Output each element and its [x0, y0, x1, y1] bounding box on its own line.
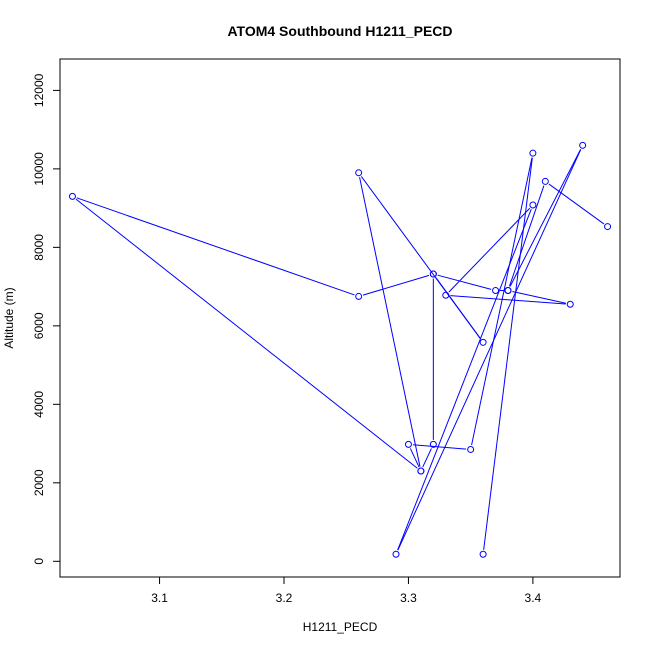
series-segment-0-20: [508, 185, 545, 287]
y-tick-label-0: 0: [32, 558, 46, 565]
series-segment-0-1: [471, 157, 533, 446]
series-segment-0-3: [409, 448, 420, 468]
series-segment-0-2: [412, 444, 467, 450]
series-segment-0-0: [483, 157, 533, 550]
data-point-0-22: [604, 223, 612, 231]
data-point-0-18: [392, 550, 400, 558]
series-segment-0-4: [359, 177, 421, 467]
data-point-0-5: [355, 169, 363, 177]
x-tick-label-1: 3.2: [276, 591, 293, 605]
y-tick-label-6: 12000: [32, 73, 46, 107]
plot-frame: [59, 58, 621, 578]
series-segment-0-8: [422, 448, 432, 468]
data-point-0-0: [479, 550, 487, 558]
y-tick-label-3: 6000: [32, 312, 46, 339]
series-segment-0-10: [76, 197, 355, 296]
data-point-0-1: [529, 149, 537, 157]
y-tick-label-2: 4000: [32, 391, 46, 418]
y-axis-label: Altitude (m): [2, 287, 16, 348]
series-segment-0-9: [75, 198, 418, 469]
data-point-0-20: [504, 287, 512, 295]
data-point-0-8: [429, 440, 437, 448]
series-segment-0-18: [397, 149, 582, 551]
y-tick-label-1: 2000: [32, 469, 46, 496]
data-point-0-6: [479, 338, 487, 346]
series-segment-0-19: [509, 149, 582, 287]
x-tick-label-0: 3.1: [151, 591, 168, 605]
data-point-0-16: [442, 291, 450, 299]
series-layer: [68, 141, 612, 558]
data-point-0-19: [579, 141, 587, 149]
series-segment-0-17: [397, 208, 532, 551]
series-segment-0-16: [448, 207, 531, 293]
series-segment-0-15: [450, 295, 566, 305]
chart-title: ATOM4 Southbound H1211_PECD: [227, 23, 452, 39]
series-segment-0-11: [362, 274, 430, 296]
series-segment-0-6: [435, 277, 481, 339]
data-point-0-21: [541, 177, 549, 185]
x-axis-label: H1211_PECD: [303, 620, 378, 634]
series-segment-0-12: [437, 274, 492, 290]
data-point-0-9: [417, 467, 425, 475]
series-segment-0-21: [548, 183, 605, 225]
y-tick-label-4: 8000: [32, 234, 46, 261]
data-point-0-11: [355, 292, 363, 300]
y-axis: 0 2000 4000 6000 8000 10000 12000: [32, 73, 61, 565]
data-point-0-10: [68, 192, 76, 200]
x-tick-label-3: 3.4: [525, 591, 542, 605]
data-point-0-17: [529, 201, 537, 209]
data-point-0-3: [404, 440, 412, 448]
series-segment-0-14: [512, 291, 566, 304]
x-axis: 3.1 3.2 3.3 3.4: [151, 576, 542, 605]
x-tick-label-2: 3.3: [400, 591, 417, 605]
data-point-0-12: [429, 270, 437, 278]
data-point-0-2: [467, 445, 475, 453]
data-point-0-13: [492, 287, 500, 295]
data-point-0-15: [566, 300, 574, 308]
y-tick-label-5: 10000: [32, 152, 46, 186]
